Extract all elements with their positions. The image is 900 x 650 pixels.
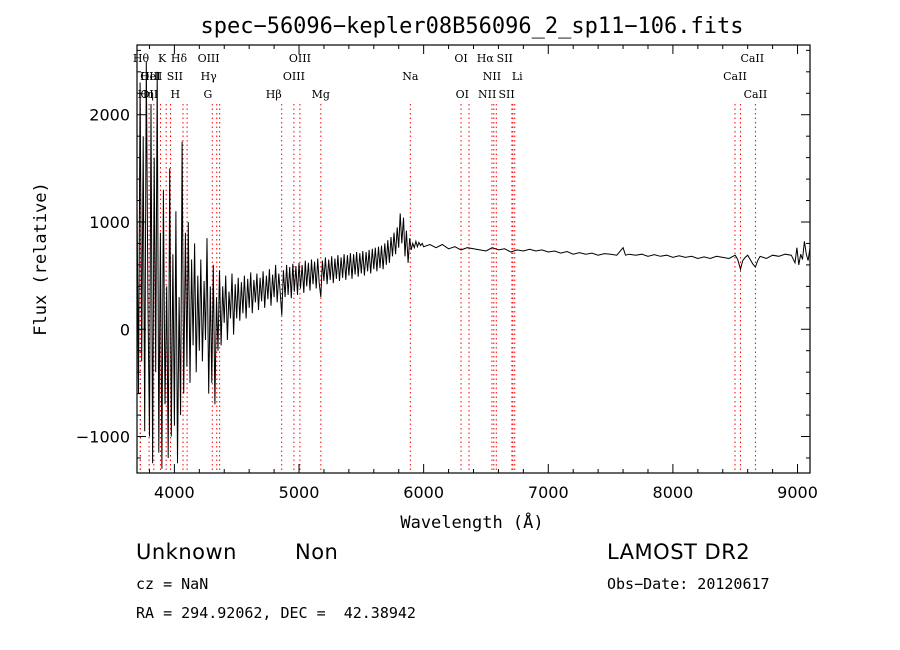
class-label: Unknown bbox=[136, 540, 237, 564]
line-marker-label: OIII bbox=[289, 52, 311, 65]
line-marker-label: CaII bbox=[723, 70, 747, 83]
x-tick-label: 9000 bbox=[777, 483, 818, 502]
line-marker-label: OI bbox=[456, 88, 469, 101]
y-axis-ticks: −1000 0 1000 2000 bbox=[76, 49, 810, 459]
x-axis-label: Wavelength (Å) bbox=[400, 511, 543, 533]
line-marker-label: HeI bbox=[140, 70, 160, 83]
spectrum-plot bbox=[137, 61, 810, 469]
survey-label: LAMOST DR2 bbox=[607, 540, 751, 564]
line-marker-label: OIII bbox=[198, 52, 220, 65]
spectrum-line bbox=[137, 61, 810, 469]
coords-label: RA = 294.92062, DEC = 42.38942 bbox=[136, 604, 416, 622]
x-tick-label: 7000 bbox=[528, 483, 569, 502]
line-marker-label: Hα bbox=[477, 52, 495, 65]
line-marker-label: Mg bbox=[312, 88, 330, 101]
line-marker-label: Li bbox=[512, 70, 523, 83]
y-tick-label: 1000 bbox=[89, 213, 130, 232]
line-marker-label: NII bbox=[483, 70, 501, 83]
line-marker-label: K bbox=[158, 52, 167, 65]
line-marker-label: CaII bbox=[740, 52, 764, 65]
y-axis-label: Flux (relative) bbox=[31, 182, 51, 336]
line-marker-label: G bbox=[203, 88, 212, 101]
y-tick-label: 2000 bbox=[89, 106, 130, 125]
chart-title: spec−56096−kepler08B56096_2_sp11−106.fit… bbox=[200, 14, 743, 39]
redshift-label: cz = NaN bbox=[136, 575, 209, 593]
line-marker-label: Na bbox=[402, 70, 419, 83]
line-marker-label: OI bbox=[454, 52, 467, 65]
line-marker-label: SII bbox=[499, 88, 515, 101]
line-marker-label: CaII bbox=[744, 88, 768, 101]
x-tick-label: 6000 bbox=[403, 483, 444, 502]
line-marker-label: SII bbox=[167, 70, 183, 83]
line-marker-label: NII bbox=[478, 88, 496, 101]
x-tick-label: 8000 bbox=[653, 483, 694, 502]
subclass-label: Non bbox=[295, 540, 339, 564]
line-marker-label: Hθ bbox=[133, 52, 150, 65]
x-tick-label: 5000 bbox=[279, 483, 320, 502]
line-marker-label: OIII bbox=[283, 70, 305, 83]
plot-frame bbox=[136, 44, 811, 474]
y-tick-label: −1000 bbox=[76, 428, 130, 447]
x-axis-ticks: 4000 5000 6000 7000 8000 9000 bbox=[148, 45, 818, 502]
line-marker-label: OII bbox=[140, 88, 158, 101]
y-tick-label: 0 bbox=[120, 320, 130, 339]
obs-date-label: Obs−Date: 20120617 bbox=[607, 575, 770, 593]
x-tick-label: 4000 bbox=[154, 483, 195, 502]
line-marker-label: Hγ bbox=[201, 70, 218, 83]
line-marker-label: H bbox=[171, 88, 181, 101]
line-marker-label: SII bbox=[497, 52, 513, 65]
line-marker-label: Hδ bbox=[171, 52, 188, 65]
line-marker-label: Hβ bbox=[266, 88, 282, 101]
